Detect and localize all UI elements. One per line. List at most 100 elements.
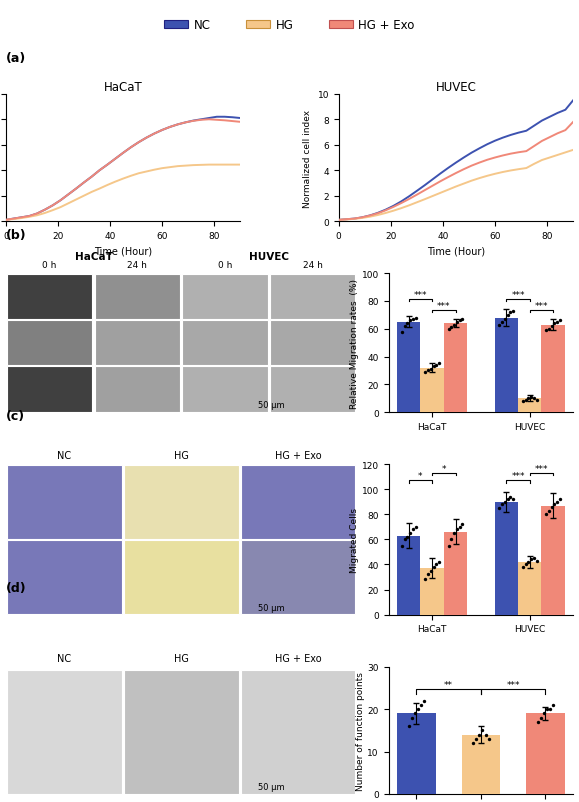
Bar xyxy=(518,562,541,615)
Point xyxy=(505,491,515,504)
Bar xyxy=(270,367,356,412)
Point xyxy=(420,695,429,707)
Point xyxy=(455,314,464,327)
Bar xyxy=(7,670,122,794)
Point xyxy=(421,366,430,379)
Point xyxy=(521,394,530,407)
Point xyxy=(548,699,558,711)
Point xyxy=(404,719,413,732)
Point xyxy=(541,508,551,521)
Point xyxy=(523,556,533,569)
Point xyxy=(529,552,538,565)
Bar xyxy=(7,541,122,614)
Point xyxy=(536,711,545,724)
Point xyxy=(503,493,512,506)
Text: HG: HG xyxy=(174,653,189,663)
Bar xyxy=(444,533,467,615)
Point xyxy=(468,737,478,750)
Point xyxy=(518,561,527,573)
Bar xyxy=(7,321,93,366)
Bar xyxy=(241,465,356,539)
Y-axis label: Normalized cell index: Normalized cell index xyxy=(303,109,312,207)
Text: ***: *** xyxy=(534,464,548,473)
Text: 50 μm: 50 μm xyxy=(258,603,285,612)
Point xyxy=(449,318,459,331)
Point xyxy=(500,496,510,508)
Point xyxy=(526,391,536,403)
Point xyxy=(550,498,559,511)
Point xyxy=(500,314,510,326)
Point xyxy=(544,504,554,517)
Point xyxy=(407,711,416,724)
Bar xyxy=(182,321,267,366)
Bar xyxy=(397,714,436,794)
Point xyxy=(475,728,484,741)
Point xyxy=(431,558,441,571)
Text: (a): (a) xyxy=(6,52,26,65)
Text: 50 μm: 50 μm xyxy=(258,783,285,792)
Bar xyxy=(494,502,518,615)
Point xyxy=(405,527,415,540)
Point xyxy=(555,493,565,506)
Bar xyxy=(7,367,93,412)
Point xyxy=(405,314,415,327)
Point xyxy=(547,500,556,513)
Point xyxy=(481,728,490,741)
Point xyxy=(400,320,409,333)
Point xyxy=(555,314,565,327)
Point xyxy=(539,707,548,720)
Text: *: * xyxy=(418,472,423,480)
Text: ***: *** xyxy=(534,302,548,310)
Bar xyxy=(7,274,93,320)
Point xyxy=(400,533,409,546)
Point xyxy=(434,556,444,569)
Bar xyxy=(7,465,122,539)
Text: HUVEC: HUVEC xyxy=(249,251,289,261)
Text: ***: *** xyxy=(413,290,427,299)
Point xyxy=(478,724,487,737)
Point xyxy=(458,314,467,326)
Text: ***: *** xyxy=(511,290,525,299)
Point xyxy=(547,320,556,333)
Bar xyxy=(241,541,356,614)
Point xyxy=(552,496,562,508)
Point xyxy=(523,392,533,405)
Point xyxy=(431,359,441,372)
Bar xyxy=(494,318,518,412)
Text: 50 μm: 50 μm xyxy=(258,401,285,410)
Point xyxy=(503,309,512,322)
Point xyxy=(452,316,461,329)
Point xyxy=(447,533,456,546)
Text: 0 h: 0 h xyxy=(218,261,232,269)
Bar xyxy=(461,735,500,794)
Bar xyxy=(541,506,565,615)
Point xyxy=(541,324,551,337)
Point xyxy=(508,305,518,318)
Point xyxy=(416,699,426,711)
Point xyxy=(397,326,406,338)
Text: (c): (c) xyxy=(6,409,25,422)
Bar xyxy=(444,324,467,412)
Point xyxy=(458,518,467,531)
Point xyxy=(526,553,536,566)
Point xyxy=(544,323,554,336)
Text: NC: NC xyxy=(57,450,71,460)
Point xyxy=(408,523,417,536)
Point xyxy=(521,558,530,571)
Point xyxy=(533,715,543,728)
Point xyxy=(550,318,559,330)
Bar xyxy=(397,536,420,615)
Text: (b): (b) xyxy=(6,229,27,241)
Bar xyxy=(94,321,180,366)
Bar xyxy=(270,274,356,320)
Point xyxy=(497,316,507,329)
Bar xyxy=(241,670,356,794)
Point xyxy=(397,540,406,553)
Point xyxy=(429,561,438,573)
Bar xyxy=(94,367,180,412)
Text: HG + Exo: HG + Exo xyxy=(275,653,321,663)
Text: 24 h: 24 h xyxy=(127,261,147,269)
Text: (d): (d) xyxy=(6,581,27,594)
Point xyxy=(508,493,518,506)
Bar xyxy=(420,368,444,412)
